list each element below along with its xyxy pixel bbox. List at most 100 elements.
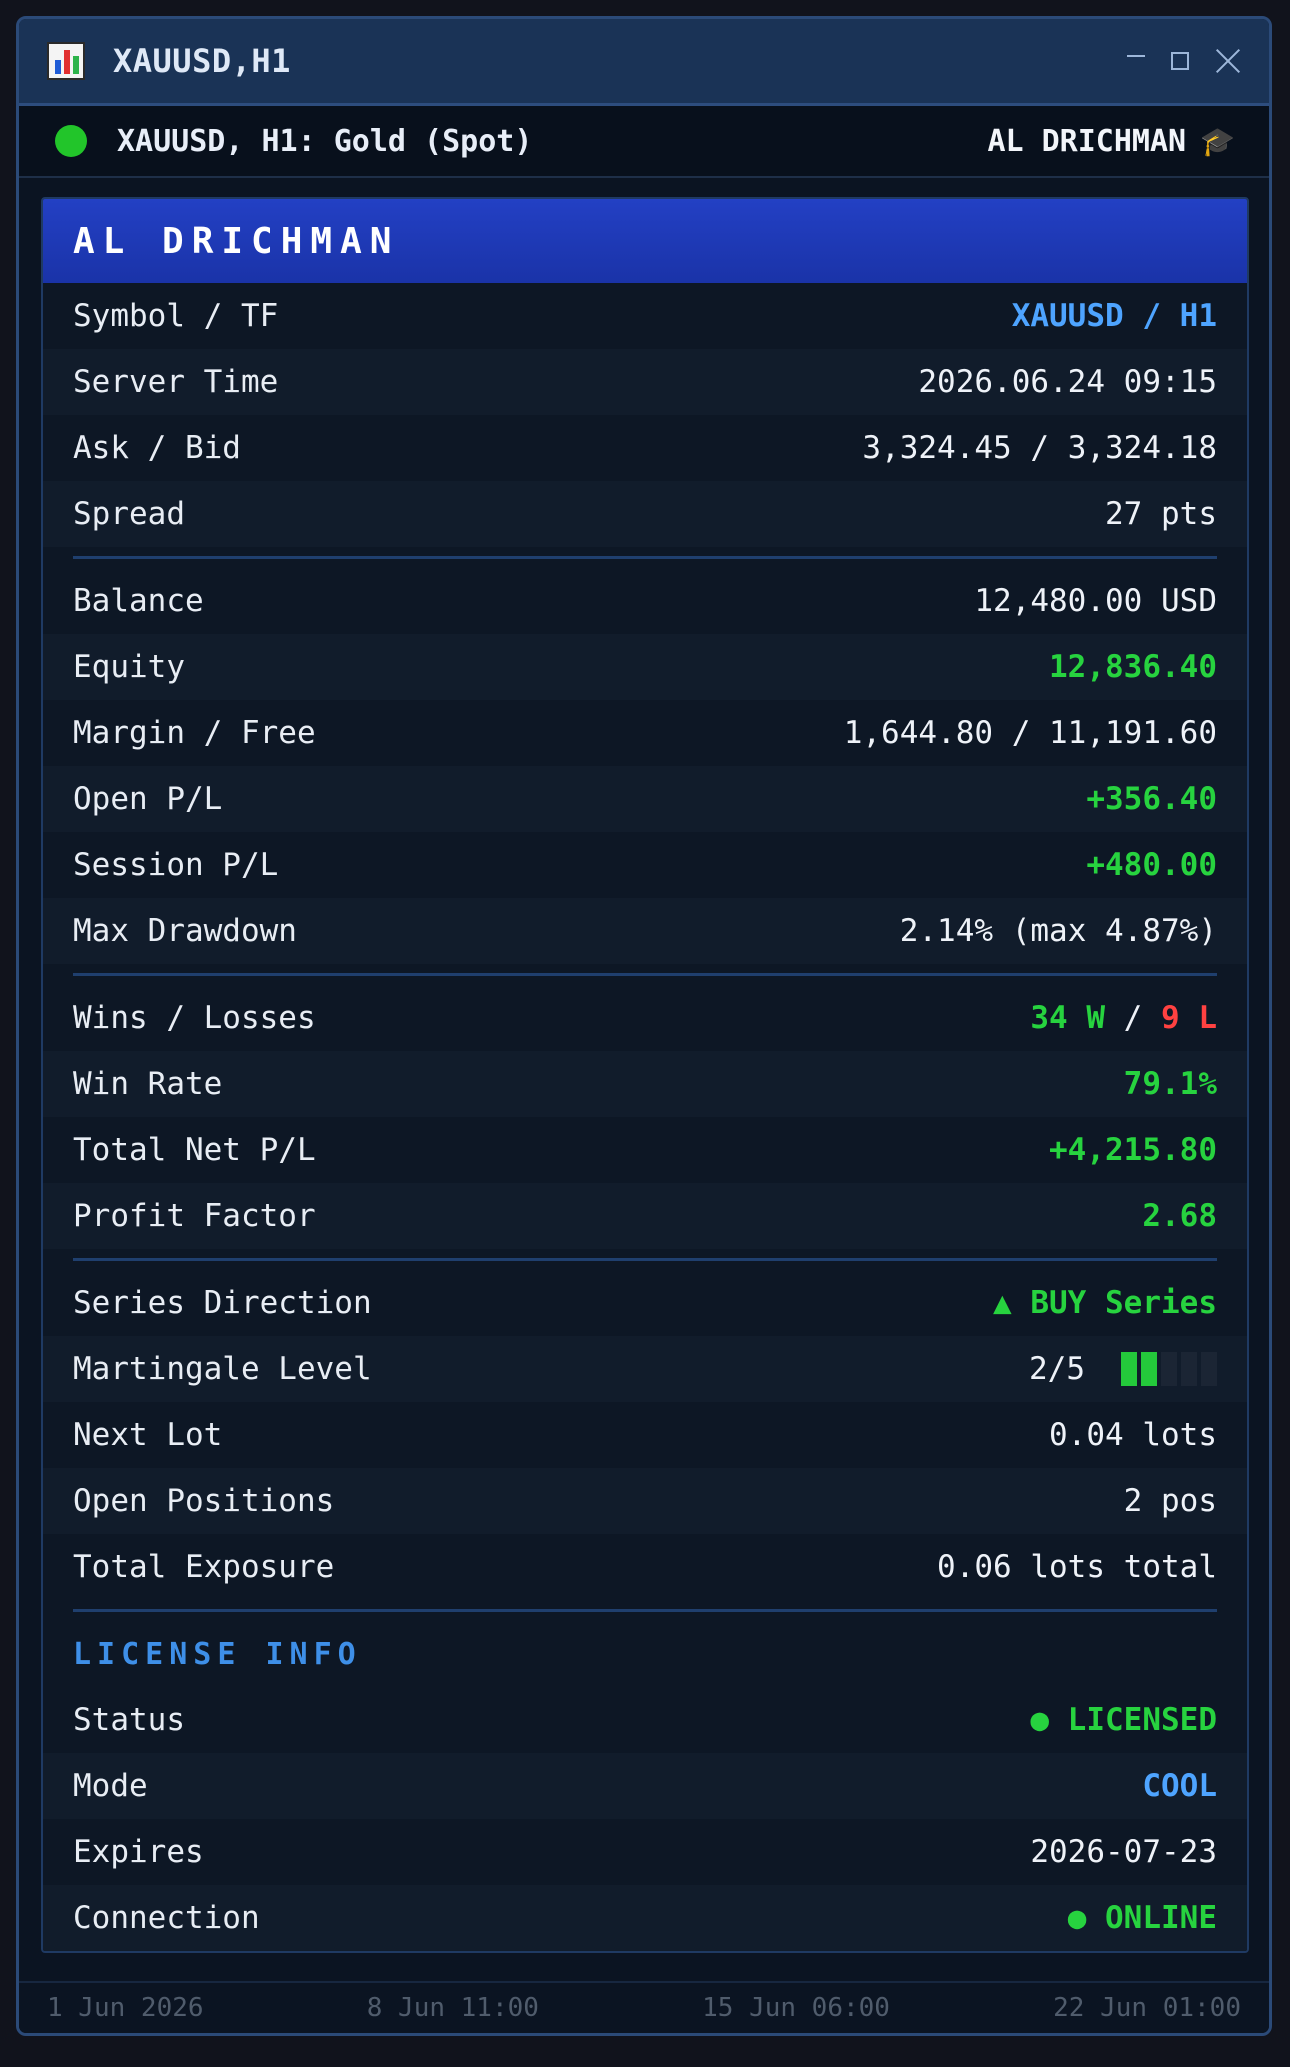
row-equity: Equity 12,836.40 [43, 634, 1247, 700]
row-connection: Connection ● ONLINE [43, 1885, 1247, 1951]
wins-count: 34 W [1030, 1000, 1105, 1036]
row-label: Open P/L [73, 781, 223, 817]
row-label: Equity [73, 649, 185, 685]
row-label: Next Lot [73, 1417, 223, 1453]
row-total-exposure: Total Exposure 0.06 lots total [43, 1534, 1247, 1600]
divider [43, 1600, 1247, 1621]
row-value: ● ONLINE [1067, 1900, 1217, 1936]
title-bar[interactable]: XAUUSD,H1 [19, 19, 1269, 106]
row-label: Win Rate [73, 1066, 223, 1102]
martingale-segment-filled [1141, 1352, 1157, 1386]
row-value: 2026.06.24 09:15 [918, 364, 1217, 400]
row-label: Total Net P/L [73, 1132, 316, 1168]
row-value: 2.14% (max 4.87%) [899, 913, 1217, 949]
row-label: Expires [73, 1834, 204, 1870]
row-open-positions: Open Positions 2 pos [43, 1468, 1247, 1534]
time-axis-label: 8 Jun 11:00 [366, 1993, 539, 2023]
terminal-chart-window: XAUUSD,H1 XAUUSD, H1: Gold (Spot) AL DRI… [16, 16, 1272, 2036]
row-label: Server Time [73, 364, 279, 400]
row-value: ▲ BUY Series [993, 1285, 1217, 1321]
row-open-pl: Open P/L +356.40 [43, 766, 1247, 832]
row-martingale-level: Martingale Level 2/5 [43, 1336, 1247, 1402]
row-profit-factor: Profit Factor 2.68 [43, 1183, 1247, 1249]
row-value: +356.40 [1086, 781, 1217, 817]
martingale-level-bar [1121, 1352, 1217, 1386]
row-label: Spread [73, 496, 185, 532]
row-next-lot: Next Lot 0.04 lots [43, 1402, 1247, 1468]
slash: / [1123, 1000, 1143, 1036]
license-section-title: LICENSE INFO [43, 1621, 1247, 1687]
row-value: 3,324.45 / 3,324.18 [862, 430, 1217, 466]
row-server-time: Server Time 2026.06.24 09:15 [43, 349, 1247, 415]
row-value: ● LICENSED [1030, 1702, 1217, 1738]
ea-dashboard-panel: AL DRICHMAN Symbol / TF XAUUSD / H1 Serve… [41, 197, 1249, 1953]
row-value: +480.00 [1086, 847, 1217, 883]
row-value: 79.1% [1123, 1066, 1217, 1102]
row-label: Martingale Level [73, 1351, 372, 1387]
row-spread: Spread 27 pts [43, 481, 1247, 547]
row-license-status: Status ● LICENSED [43, 1687, 1247, 1753]
row-license-mode: Mode COOL [43, 1753, 1247, 1819]
minimize-icon[interactable] [1127, 55, 1145, 57]
chart-app-icon [47, 42, 85, 80]
time-axis-label: 15 Jun 06:00 [702, 1993, 890, 2023]
row-label: Series Direction [73, 1285, 372, 1321]
row-margin: Margin / Free 1,644.80 / 11,191.60 [43, 700, 1247, 766]
row-total-net-pl: Total Net P/L +4,215.80 [43, 1117, 1247, 1183]
row-value: 34 W / 9 L [1030, 1000, 1217, 1036]
row-value: 0.06 lots total [937, 1549, 1217, 1585]
row-label: Profit Factor [73, 1198, 316, 1234]
row-label: Session P/L [73, 847, 279, 883]
row-max-drawdown: Max Drawdown 2.14% (max 4.87%) [43, 898, 1247, 964]
row-label: Wins / Losses [73, 1000, 316, 1036]
expert-name[interactable]: AL DRICHMAN [987, 123, 1187, 159]
row-license-expires: Expires 2026-07-23 [43, 1819, 1247, 1885]
row-value: 27 pts [1105, 496, 1217, 532]
row-session-pl: Session P/L +480.00 [43, 832, 1247, 898]
row-wins-losses: Wins / Losses 34 W / 9 L [43, 985, 1247, 1051]
row-label: Symbol / TF [73, 298, 279, 334]
row-balance: Balance 12,480.00 USD [43, 568, 1247, 634]
row-value: 1,644.80 / 11,191.60 [843, 715, 1217, 751]
row-value: XAUUSD / H1 [1011, 298, 1217, 334]
row-label: Open Positions [73, 1483, 335, 1519]
time-axis: 1 Jun 2026 8 Jun 11:00 15 Jun 06:00 22 J… [19, 1981, 1269, 2033]
time-axis-label: 22 Jun 01:00 [1053, 1993, 1241, 2023]
row-label: Balance [73, 583, 204, 619]
row-value: 2 pos [1123, 1483, 1217, 1519]
row-label: Max Drawdown [73, 913, 297, 949]
maximize-icon[interactable] [1171, 52, 1189, 70]
window-title: XAUUSD,H1 [113, 42, 291, 80]
status-dot-icon [55, 125, 87, 157]
row-value: 0.04 lots [1049, 1417, 1217, 1453]
martingale-segment-filled [1121, 1352, 1137, 1386]
time-axis-label: 1 Jun 2026 [47, 1993, 204, 2023]
row-value: 12,480.00 USD [974, 583, 1217, 619]
close-icon[interactable] [1215, 48, 1241, 74]
row-value: 2/5 [1029, 1351, 1085, 1387]
martingale-segment-empty [1181, 1352, 1197, 1386]
row-value: 12,836.40 [1049, 649, 1217, 685]
chart-symbol-label: XAUUSD, H1: Gold (Spot) [117, 123, 533, 159]
graduation-cap-icon[interactable]: 🎓 [1200, 124, 1235, 158]
chart-info-header: XAUUSD, H1: Gold (Spot) AL DRICHMAN 🎓 [19, 106, 1269, 178]
row-value: 2.68 [1142, 1198, 1217, 1234]
panel-header: AL DRICHMAN [43, 199, 1247, 283]
losses-count: 9 L [1161, 1000, 1217, 1036]
row-label: Status [73, 1702, 185, 1738]
row-label: Ask / Bid [73, 430, 241, 466]
row-label: Margin / Free [73, 715, 316, 751]
martingale-segment-empty [1161, 1352, 1177, 1386]
row-win-rate: Win Rate 79.1% [43, 1051, 1247, 1117]
row-symbol-tf: Symbol / TF XAUUSD / H1 [43, 283, 1247, 349]
divider [43, 1249, 1247, 1270]
martingale-segment-empty [1201, 1352, 1217, 1386]
row-value: COOL [1142, 1768, 1217, 1804]
row-value: +4,215.80 [1049, 1132, 1217, 1168]
divider [43, 547, 1247, 568]
panel-title: AL DRICHMAN [73, 220, 400, 262]
row-label: Connection [73, 1900, 260, 1936]
divider [43, 964, 1247, 985]
row-label: Mode [73, 1768, 148, 1804]
row-value: 2026-07-23 [1030, 1834, 1217, 1870]
